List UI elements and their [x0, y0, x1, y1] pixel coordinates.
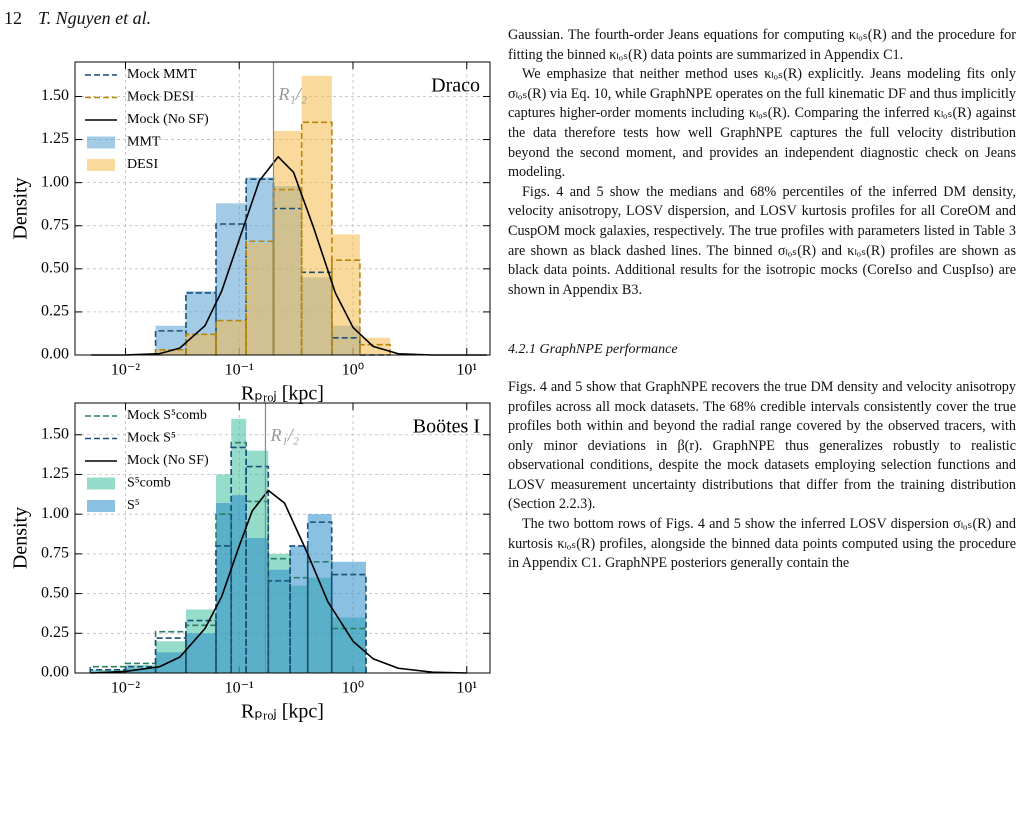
- histogram-bar: [273, 130, 302, 355]
- x-tick-label: 10⁻²: [111, 362, 140, 379]
- legend-label: Mock DESI: [127, 90, 195, 105]
- y-tick-label: 1.00: [41, 505, 69, 522]
- y-tick-label: 0.75: [41, 545, 69, 562]
- chart: 0.00 0.25 0.50 0.75 1.00 1.25 1.50 10⁻² 10⁻¹ 10⁰ 1…: [10, 61, 491, 405]
- histogram-step: [245, 465, 270, 673]
- histogram-bar: [301, 75, 332, 355]
- chart-annotation: Draco: [431, 75, 480, 97]
- legend-label: DESI: [127, 157, 158, 172]
- x-axis-label: Rₚᵣₒⱼ [kpc]: [241, 701, 324, 723]
- y-axis-label: Density: [10, 507, 32, 569]
- histogram-bar: [185, 334, 217, 355]
- y-tick-label: 0.50: [41, 584, 69, 601]
- legend-label: Mock S⁵: [127, 431, 176, 446]
- histogram-step: [185, 619, 217, 673]
- paragraph: We emphasize that neither method uses κₗ…: [508, 66, 1016, 181]
- paragraph: The two bottom rows of Figs. 4 and 5 sho…: [508, 516, 1016, 572]
- legend-swatch: [87, 136, 115, 149]
- page-number: 12: [4, 8, 22, 28]
- histogram-step: [331, 336, 361, 355]
- legend-label: Mock S⁵comb: [127, 408, 207, 423]
- model-curve: [91, 489, 467, 674]
- legend-label: S⁵comb: [127, 476, 171, 491]
- x-tick-label: 10¹: [456, 680, 477, 697]
- histogram-step: [185, 292, 217, 355]
- running-head: T. Nguyen et al.: [38, 8, 152, 28]
- paragraph: Figs. 4 and 5 show the medians and 68% p…: [508, 183, 1016, 298]
- plot-frame: [74, 402, 491, 674]
- y-tick-label: 0.75: [41, 216, 69, 233]
- legend-label: Mock MMT: [127, 67, 197, 82]
- histogram-step: [330, 573, 367, 673]
- paragraph: Gaussian. The fourth-order Jeans equatio…: [508, 27, 1016, 63]
- y-tick-label: 1.50: [41, 425, 69, 442]
- x-tick-label: 10⁰: [342, 680, 364, 697]
- histogram-bar: [216, 503, 232, 673]
- legend-label: S⁵: [127, 498, 140, 513]
- legend-label: Mock (No SF): [127, 453, 209, 468]
- y-tick-label: 1.25: [41, 465, 69, 482]
- y-tick-label: 1.25: [41, 130, 69, 147]
- x-tick-label: 10¹: [456, 362, 477, 379]
- histogram-bar: [307, 514, 332, 673]
- histogram-bar: [125, 668, 156, 673]
- histogram-bar: [268, 569, 291, 673]
- legend-swatch: [87, 500, 115, 512]
- chart: 0.00 0.25 0.50 0.75 1.00 1.25 1.50 10⁻² 10⁻¹ 10⁰ 1…: [10, 402, 491, 723]
- histogram-step: [267, 580, 291, 673]
- y-tick-label: 1.50: [41, 87, 69, 104]
- y-tick-label: 1.00: [41, 173, 69, 190]
- y-tick-label: 0.25: [41, 303, 69, 320]
- histogram-step: [300, 121, 333, 355]
- histogram-bar: [231, 495, 247, 673]
- section-heading: 4.2.1 GraphNPE performance: [508, 342, 678, 358]
- histogram-step: [359, 343, 391, 355]
- plot-frame: [74, 61, 491, 356]
- text-column: Gaussian. The fourth-order Jeans equatio…: [508, 26, 1016, 574]
- histogram-bar: [246, 538, 269, 673]
- histogram-step: [245, 240, 275, 355]
- histogram-bar: [155, 349, 186, 355]
- legend-swatch: [87, 477, 115, 490]
- histogram-step: [230, 441, 247, 673]
- figure: 0.00 0.25 0.50 0.75 1.00 1.25 1.50 10⁻² 10⁻¹ 10⁰ 1…: [10, 61, 491, 723]
- histogram-bar: [246, 242, 274, 355]
- half-light-radius-label: R₁/₂: [269, 425, 299, 445]
- x-axis-label: Rₚᵣₒⱼ [kpc]: [241, 383, 324, 405]
- paragraph: Figs. 4 and 5 show that GraphNPE recover…: [508, 378, 1016, 513]
- half-light-radius-label: R₁/₂: [277, 84, 307, 104]
- y-axis-label: Density: [10, 177, 32, 239]
- chart-annotation: Boötes I: [413, 416, 480, 438]
- histogram-step: [306, 521, 333, 673]
- legend-label: Mock (No SF): [127, 112, 209, 127]
- histogram-bar: [290, 545, 308, 673]
- x-tick-label: 10⁻¹: [225, 680, 254, 697]
- x-tick-label: 10⁻²: [111, 680, 140, 697]
- x-tick-label: 10⁰: [342, 362, 364, 379]
- model-curve: [91, 155, 487, 356]
- histogram-step: [185, 333, 217, 355]
- y-tick-label: 0.00: [41, 664, 69, 681]
- histogram-bar: [216, 320, 247, 355]
- histogram-step: [215, 545, 233, 673]
- y-tick-label: 0.00: [41, 346, 69, 363]
- histogram-bar: [331, 561, 366, 673]
- y-tick-label: 0.50: [41, 259, 69, 276]
- x-tick-label: 10⁻¹: [225, 362, 254, 379]
- histogram-step: [215, 319, 247, 355]
- y-tick-label: 0.25: [41, 624, 69, 641]
- legend-label: MMT: [127, 135, 161, 150]
- histogram-step: [154, 637, 187, 673]
- legend-swatch: [87, 159, 115, 171]
- histogram-step: [331, 259, 361, 355]
- histogram-bar: [185, 633, 217, 673]
